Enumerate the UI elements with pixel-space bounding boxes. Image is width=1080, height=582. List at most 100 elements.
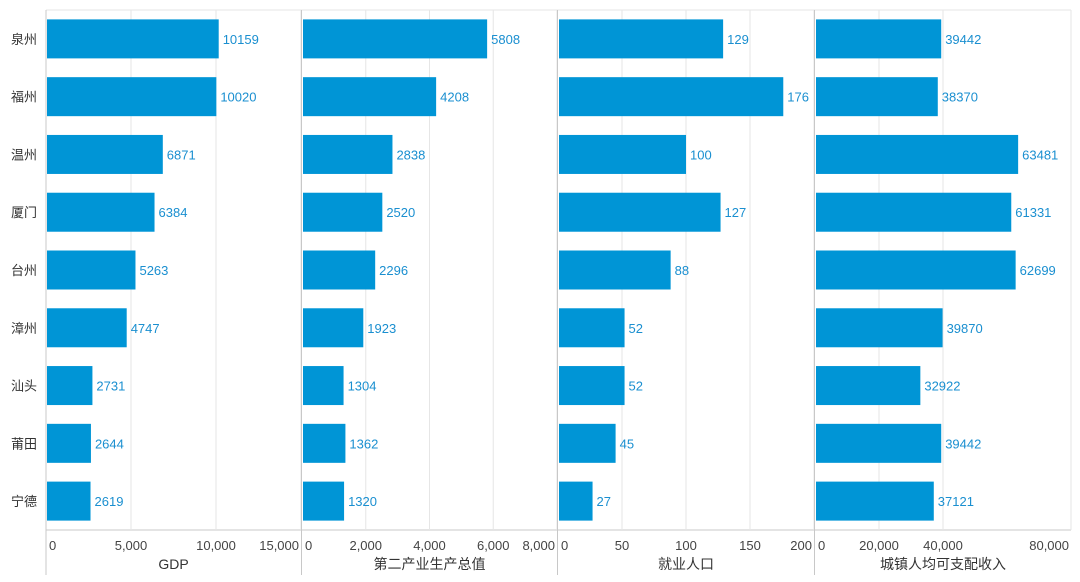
bar-1: [47, 366, 93, 406]
bar-3: [559, 19, 724, 59]
data-label: 1304: [348, 379, 377, 394]
x-tick-label: 0: [561, 538, 568, 553]
data-label: 61331: [1015, 205, 1051, 220]
data-label: 39442: [945, 436, 981, 451]
bar-2: [303, 192, 383, 232]
bar-4: [816, 192, 1012, 232]
category-label: 宁德: [11, 494, 37, 509]
bar-1: [47, 134, 163, 174]
bar-1: [47, 77, 217, 117]
category-label: 温州: [11, 147, 37, 162]
bar-3: [559, 134, 686, 174]
bar-1: [47, 308, 127, 348]
x-tick-label: 6,000: [477, 538, 510, 553]
x-axis-title: 第二产业生产总值: [374, 556, 486, 572]
x-axis-title: 就业人口: [658, 556, 714, 572]
data-label: 1320: [348, 494, 377, 509]
data-label: 45: [620, 436, 634, 451]
bar-3: [559, 77, 784, 117]
x-tick-label: 80,000: [1029, 538, 1069, 553]
data-label: 4747: [131, 321, 160, 336]
x-tick-label: 8,000: [522, 538, 555, 553]
x-tick-label: 4,000: [413, 538, 446, 553]
data-label: 10020: [220, 90, 256, 105]
x-tick-label: 10,000: [196, 538, 236, 553]
x-tick-label: 200: [790, 538, 812, 553]
x-tick-label: 100: [675, 538, 697, 553]
bar-2: [303, 250, 376, 290]
category-label: 台州: [11, 263, 37, 278]
bar-4: [816, 19, 942, 59]
x-tick-label: 50: [615, 538, 629, 553]
bar-2: [303, 366, 344, 406]
data-label: 37121: [938, 494, 974, 509]
bar-2: [303, 134, 393, 174]
data-label: 38370: [942, 90, 978, 105]
bar-3: [559, 481, 593, 521]
data-label: 1362: [349, 436, 378, 451]
data-label: 63481: [1022, 147, 1058, 162]
data-label: 4208: [440, 90, 469, 105]
data-label: 27: [597, 494, 611, 509]
bar-1: [47, 192, 155, 232]
data-label: 127: [725, 205, 747, 220]
data-label: 39442: [945, 32, 981, 47]
x-tick-label: 5,000: [115, 538, 148, 553]
bar-2: [303, 481, 345, 521]
x-tick-label: 2,000: [349, 538, 382, 553]
data-label: 5263: [139, 263, 168, 278]
data-label: 62699: [1020, 263, 1056, 278]
bar-3: [559, 250, 671, 290]
data-label: 5808: [491, 32, 520, 47]
data-label: 10159: [223, 32, 259, 47]
data-label: 32922: [924, 379, 960, 394]
data-label: 6384: [159, 205, 188, 220]
x-tick-label: 0: [305, 538, 312, 553]
bar-3: [559, 366, 625, 406]
data-label: 6871: [167, 147, 196, 162]
bar-4: [816, 77, 938, 117]
bar-4: [816, 308, 943, 348]
data-label: 2644: [95, 436, 124, 451]
bar-1: [47, 423, 91, 463]
data-label: 39870: [947, 321, 983, 336]
category-label: 汕头: [11, 379, 37, 394]
category-label: 泉州: [11, 32, 37, 47]
bar-4: [816, 481, 934, 521]
bar-2: [303, 77, 437, 117]
data-label: 100: [690, 147, 712, 162]
x-axis-title: 城镇人均可支配收入: [880, 556, 1006, 572]
bar-4: [816, 366, 921, 406]
x-tick-label: 150: [739, 538, 761, 553]
x-tick-label: 0: [49, 538, 56, 553]
data-label: 2838: [396, 147, 425, 162]
data-label: 129: [727, 32, 749, 47]
bar-4: [816, 423, 942, 463]
bar-1: [47, 481, 91, 521]
bar-3: [559, 423, 616, 463]
bar-4: [816, 250, 1016, 290]
x-tick-label: 40,000: [923, 538, 963, 553]
bar-2: [303, 423, 346, 463]
bar-3: [559, 308, 625, 348]
data-label: 2731: [96, 379, 125, 394]
x-axis-title: GDP: [158, 556, 188, 572]
data-label: 1923: [367, 321, 396, 336]
bar-2: [303, 308, 364, 348]
x-tick-label: 0: [818, 538, 825, 553]
category-label: 莆田: [11, 436, 37, 451]
data-label: 52: [629, 321, 643, 336]
category-label: 厦门: [11, 205, 37, 220]
data-label: 2520: [386, 205, 415, 220]
data-label: 2619: [95, 494, 124, 509]
bar-1: [47, 19, 219, 59]
data-label: 2296: [379, 263, 408, 278]
data-label: 176: [787, 90, 809, 105]
bar-4: [816, 134, 1019, 174]
category-label: 福州: [11, 90, 37, 105]
bar-1: [47, 250, 136, 290]
bar-3: [559, 192, 721, 232]
x-tick-label: 15,000: [259, 538, 299, 553]
category-label: 漳州: [11, 321, 37, 336]
data-label: 88: [675, 263, 689, 278]
